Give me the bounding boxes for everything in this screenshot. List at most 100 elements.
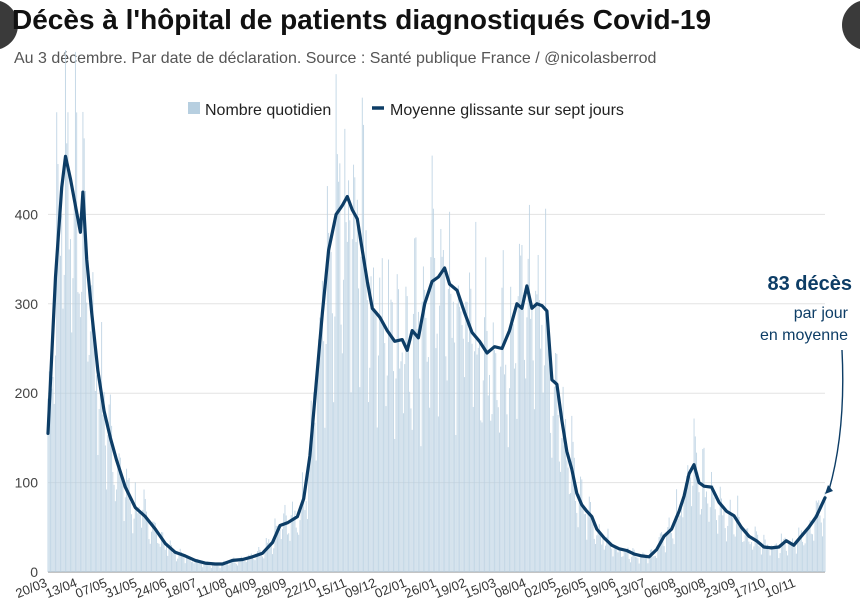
daily-bar: [703, 447, 705, 572]
daily-bar: [571, 415, 573, 572]
daily-bar: [112, 471, 114, 572]
daily-bar: [792, 538, 794, 572]
previous-arrow-control[interactable]: [0, 0, 18, 50]
daily-bar: [484, 317, 485, 572]
daily-bar: [652, 556, 654, 572]
daily-bar: [730, 515, 732, 572]
daily-bar: [224, 563, 226, 572]
daily-bar: [793, 542, 795, 572]
daily-bar: [704, 497, 706, 572]
daily-bar: [745, 528, 747, 572]
daily-bar: [644, 555, 646, 572]
daily-bar: [615, 546, 616, 572]
daily-bar: [815, 500, 817, 572]
daily-bar: [480, 420, 482, 572]
daily-bar: [797, 543, 799, 572]
daily-bar: [67, 112, 69, 572]
daily-bar: [162, 532, 164, 572]
daily-bar: [671, 533, 673, 572]
daily-bar: [374, 313, 376, 572]
daily-bar: [607, 528, 609, 572]
daily-bar: [437, 416, 439, 572]
daily-bar: [632, 548, 634, 572]
daily-bar: [82, 111, 84, 572]
daily-bar: [393, 371, 394, 572]
daily-bar: [813, 540, 815, 572]
daily-bar: [190, 562, 192, 572]
daily-bar: [350, 392, 352, 572]
daily-bar: [619, 549, 621, 572]
daily-bar: [502, 250, 504, 572]
daily-bar: [183, 556, 185, 572]
daily-bar: [311, 432, 313, 572]
daily-bar: [128, 478, 130, 572]
daily-bar: [129, 502, 131, 572]
daily-bar: [422, 266, 424, 572]
daily-bar: [310, 400, 312, 572]
daily-bar: [492, 322, 494, 572]
daily-bar: [429, 407, 431, 572]
daily-bar: [562, 386, 564, 572]
daily-bar: [767, 544, 769, 572]
daily-bar: [496, 400, 498, 572]
next-arrow-control[interactable]: [842, 0, 860, 50]
daily-bar: [482, 380, 484, 572]
daily-bar: [739, 522, 741, 572]
daily-bar: [267, 542, 268, 572]
daily-bar: [62, 308, 64, 572]
daily-bar: [612, 556, 614, 572]
daily-bar: [113, 484, 115, 572]
daily-bar: [709, 507, 711, 572]
daily-bar: [547, 320, 549, 572]
daily-bar: [452, 301, 454, 572]
daily-bar: [184, 563, 186, 572]
daily-bar: [495, 353, 497, 572]
daily-bar: [230, 558, 232, 572]
daily-bar: [461, 325, 463, 572]
legend: Nombre quotidien Moyenne glissante sur s…: [188, 102, 624, 119]
daily-bar: [166, 544, 167, 572]
daily-bar: [641, 556, 643, 572]
daily-bar: [188, 558, 190, 572]
daily-bar: [444, 272, 446, 572]
daily-bar: [702, 449, 704, 572]
daily-bar: [407, 345, 409, 572]
daily-bar: [759, 547, 761, 572]
daily-bar: [156, 528, 157, 572]
daily-bar: [491, 414, 493, 572]
daily-bar: [223, 560, 225, 572]
daily-bar: [370, 276, 372, 572]
daily-bar: [466, 301, 468, 572]
daily-bar: [242, 559, 244, 572]
daily-bar: [89, 331, 91, 572]
daily-bar: [154, 522, 156, 572]
daily-bar: [803, 545, 805, 572]
daily-bar: [346, 241, 348, 572]
daily-bar: [611, 548, 613, 572]
daily-bar: [358, 288, 360, 572]
daily-bar: [575, 500, 577, 572]
daily-bar: [197, 559, 199, 572]
daily-bar: [663, 546, 665, 572]
daily-bar: [804, 543, 806, 572]
daily-bar: [404, 364, 406, 572]
daily-bar: [754, 526, 756, 572]
daily-bar: [442, 250, 444, 572]
daily-bar: [787, 555, 789, 572]
daily-bar: [661, 532, 663, 572]
daily-bar: [364, 265, 366, 572]
moving-average-line: [46, 154, 827, 566]
daily-bar: [664, 552, 666, 572]
daily-bar: [390, 299, 392, 572]
daily-bar: [265, 538, 267, 572]
daily-bar: [257, 551, 258, 572]
daily-bar: [94, 390, 96, 572]
daily-bar: [580, 476, 582, 572]
daily-bar: [396, 274, 398, 572]
daily-bar: [762, 545, 764, 572]
daily-bar: [103, 391, 105, 572]
daily-bar: [229, 563, 231, 572]
daily-bar: [456, 303, 458, 572]
daily-bar: [278, 532, 280, 572]
daily-bar: [774, 544, 776, 572]
